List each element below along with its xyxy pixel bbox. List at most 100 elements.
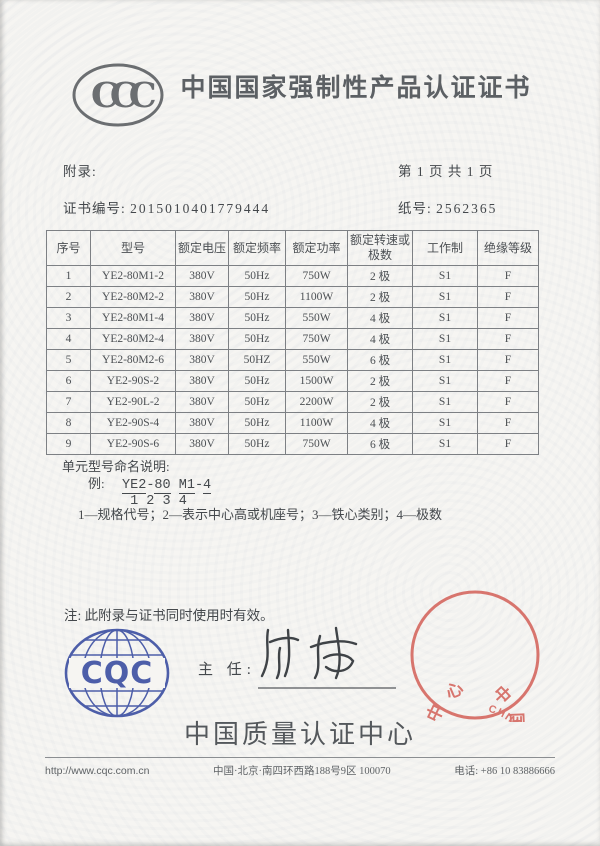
director-signature — [256, 622, 398, 692]
table-cell: 50Hz — [228, 328, 286, 350]
table-cell: 4 — [46, 328, 91, 350]
table-cell: S1 — [412, 286, 478, 308]
table-header-cell: 型号 — [90, 230, 176, 266]
spec-table: 序号 型号 额定电压 额定频率 额定功率 额定转速或极数 工作制 绝缘等级 1 YE2-80M1… — [46, 230, 539, 455]
cqc-logo: CQC — [62, 626, 172, 720]
table-cell: S1 — [412, 433, 478, 455]
table-cell: 380V — [175, 265, 229, 287]
footer-website: http://www.cqc.com.cn — [45, 765, 150, 777]
naming-example-part: 80 — [154, 478, 171, 494]
table-cell: 50Hz — [228, 412, 286, 434]
table-cell: F — [477, 370, 539, 392]
naming-example-part: 4 — [203, 478, 212, 494]
table-cell: S1 — [412, 412, 478, 434]
table-header-cell: 额定转速或极数 — [347, 230, 413, 266]
naming-digits: 1 2 3 4 — [122, 494, 187, 509]
table-cell: 380V — [175, 433, 229, 455]
table-cell: 4 极 — [347, 412, 413, 434]
table-cell: 50Hz — [228, 370, 286, 392]
table-cell: 2 极 — [347, 370, 413, 392]
table-cell: YE2-90S-2 — [90, 370, 176, 392]
footer-divider — [45, 757, 555, 758]
naming-example-part: - — [194, 478, 204, 493]
naming-legend: 1—规格代号；2—表示中心高或机座号；3—铁心类别；4—极数 — [78, 507, 443, 522]
table-row: 7 YE2-90L-2 380V 50Hz 2200W 2 极 S1 F — [46, 391, 539, 413]
table-cell: 750W — [285, 328, 348, 350]
table-row: 8 YE2-90S-4 380V 50Hz 1100W 4 极 S1 F — [46, 412, 539, 434]
table-cell: 1 — [46, 265, 91, 287]
cert-no-value: 2015010401779444 — [130, 201, 271, 216]
naming-example-part: M1 — [178, 478, 195, 494]
naming-example-part: - — [146, 478, 155, 493]
footer-address: 中国·北京·南四环西路188号9区 100070 — [213, 766, 391, 777]
table-cell: 4 极 — [347, 307, 413, 329]
footer-row: http://www.cqc.com.cn 中国·北京·南四环西路188号9区 … — [45, 763, 555, 778]
table-cell: 380V — [175, 307, 229, 329]
spec-table-body: 1 YE2-80M1-2 380V 50Hz 750W 2 极 S1 F 2 YE2-80M2-2… — [46, 265, 539, 455]
table-cell: 1100W — [285, 412, 348, 434]
table-cell: 380V — [175, 391, 229, 413]
table-cell: 6 — [46, 370, 91, 392]
table-cell: F — [477, 433, 539, 455]
table-header-cell: 绝缘等级 — [477, 230, 539, 266]
ccc-logo: CCC — [70, 60, 166, 130]
table-cell: YE2-90L-2 — [90, 391, 176, 413]
stamp-seal-icon: CHINA QUALITY CERTIFICATION CENTRE 中国质量认… — [410, 590, 540, 722]
table-cell: F — [477, 286, 539, 308]
signature-icon — [258, 626, 396, 689]
table-cell: YE2-80M2-4 — [90, 328, 176, 350]
table-header-cell: 序号 — [46, 230, 91, 266]
table-cell: 2 极 — [347, 265, 413, 287]
table-header-cell: 工作制 — [412, 230, 478, 266]
table-cell: YE2-80M1-2 — [90, 265, 176, 287]
cert-no-row: 证书编号: 2015010401779444 — [63, 197, 270, 217]
table-cell: 750W — [285, 265, 348, 287]
table-cell: S1 — [412, 265, 478, 287]
table-cell: 4 极 — [347, 328, 413, 350]
paper-no-row: 纸号: 2562365 — [398, 197, 497, 217]
table-cell: F — [477, 349, 539, 371]
table-row: 9 YE2-90S-6 380V 50Hz 750W 6 极 S1 F — [46, 433, 539, 455]
table-cell: F — [477, 391, 539, 413]
table-cell: S1 — [412, 391, 478, 413]
table-cell: YE2-90S-4 — [90, 412, 176, 434]
table-cell: 550W — [285, 349, 348, 371]
table-row: 1 YE2-80M1-2 380V 50Hz 750W 2 极 S1 F — [46, 265, 539, 287]
table-header-cell: 额定频率 — [228, 230, 286, 266]
table-cell: YE2-90S-6 — [90, 433, 176, 455]
table-cell: F — [477, 307, 539, 329]
cqc-logo-text: CQC — [81, 656, 154, 691]
cqc-globe-icon: CQC — [64, 628, 170, 718]
table-header-cell: 额定功率 — [285, 230, 348, 266]
table-row: 2 YE2-80M2-2 380V 50Hz 1100W 2 极 S1 F — [46, 286, 539, 308]
table-cell: 380V — [175, 328, 229, 350]
table-row: 3 YE2-80M1-4 380V 50Hz 550W 4 极 S1 F — [46, 307, 539, 329]
footer-phone: 电话: +86 10 83886666 — [454, 766, 555, 777]
appendix-label: 附录: — [63, 164, 97, 179]
table-cell: 3 — [46, 307, 91, 329]
table-cell: 380V — [175, 370, 229, 392]
table-cell: 550W — [285, 307, 348, 329]
table-cell: 5 — [46, 349, 91, 371]
table-cell: YE2-80M1-4 — [90, 307, 176, 329]
table-cell: 6 极 — [347, 349, 413, 371]
cert-no-label: 证书编号: — [63, 201, 126, 216]
table-cell: 7 — [46, 391, 91, 413]
page-info: 第 1 页 共 1 页 — [398, 164, 494, 179]
table-header-row: 序号 型号 额定电压 额定频率 额定功率 额定转速或极数 工作制 绝缘等级 — [46, 230, 539, 266]
table-cell: S1 — [412, 328, 478, 350]
director-label: 主 任: — [198, 662, 256, 678]
table-cell: 2 极 — [347, 391, 413, 413]
paper-no-label: 纸号: — [398, 201, 432, 216]
table-cell: YE2-80M2-6 — [90, 349, 176, 371]
ccc-logo-icon: CCC — [72, 63, 165, 127]
table-row: 5 YE2-80M2-6 380V 50HZ 550W 6 极 S1 F — [46, 349, 539, 371]
table-cell: 1100W — [285, 286, 348, 308]
table-cell: F — [477, 412, 539, 434]
naming-digits-row: 例: 1 2 3 4 — [88, 489, 187, 509]
table-cell: 50HZ — [228, 349, 286, 371]
table-cell: 380V — [175, 412, 229, 434]
naming-heading: 单元型号命名说明: — [62, 459, 170, 474]
table-cell: 750W — [285, 433, 348, 455]
